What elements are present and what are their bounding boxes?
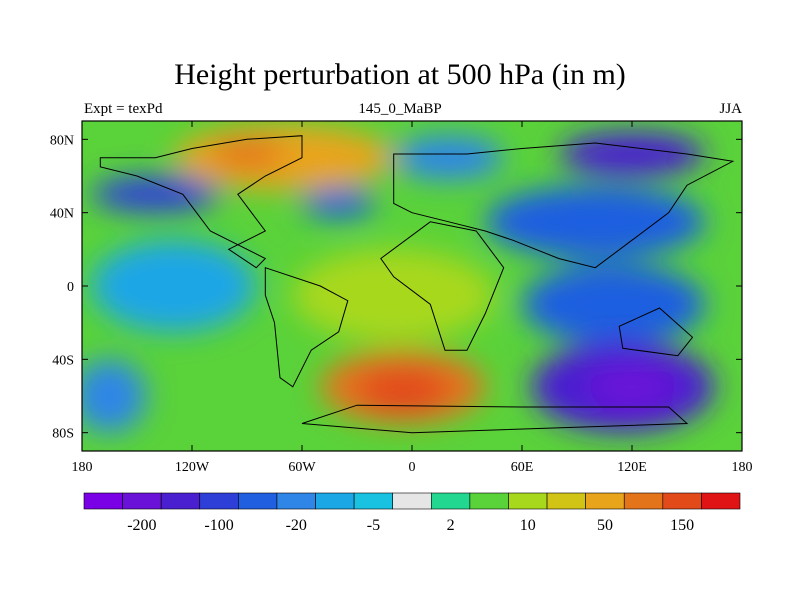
- field-region: [173, 124, 394, 191]
- colorbar-swatch: [585, 492, 625, 510]
- colorbar-swatch: [276, 492, 316, 510]
- x-tick-label: 120W: [175, 460, 210, 475]
- coastline-outlines: [99, 135, 735, 434]
- y-tick-label: 40N: [50, 207, 74, 222]
- colorbar-swatch: [508, 492, 548, 510]
- colorbar-swatch: [392, 492, 432, 510]
- field-region: [82, 359, 147, 433]
- field-region: [485, 185, 706, 259]
- y-tick-label: 40S: [52, 353, 74, 368]
- colorbar-swatch: [623, 492, 664, 510]
- colorbar-label: 2: [447, 517, 455, 534]
- time-label: 145_0_MaBP: [358, 101, 442, 117]
- colorbar-swatch: [353, 492, 394, 510]
- colorbar-swatch: [469, 492, 509, 510]
- continent-outline: [393, 142, 735, 269]
- x-tick-label: 60E: [511, 460, 534, 475]
- x-tick-label: 180: [72, 460, 93, 475]
- continent-outline: [301, 404, 689, 434]
- season-label: JJA: [719, 101, 742, 117]
- field-region: [522, 264, 706, 345]
- field-region: [586, 364, 678, 409]
- colorbar-swatch: [662, 492, 702, 510]
- continent-outline: [380, 221, 505, 351]
- chart-title: Height perturbation at 500 hPa (in m): [174, 58, 626, 91]
- field-region: [91, 176, 220, 213]
- colorbar-swatch: [122, 492, 162, 510]
- x-tick-label: 180: [732, 460, 753, 475]
- colorbar-swatch: [315, 492, 355, 510]
- continent-outline: [618, 307, 694, 357]
- continent-outline: [264, 267, 349, 388]
- x-axis: 180 120W 60W 0 60E 120E 180: [72, 121, 753, 475]
- colorbar-label: 150: [670, 517, 694, 534]
- colorbar-swatch: [701, 492, 741, 510]
- field-region: [292, 249, 495, 341]
- colorbar-label: -100: [204, 517, 233, 534]
- colorbar-swatch: [160, 492, 201, 510]
- y-tick-label: 0: [67, 280, 74, 295]
- field-region: [302, 188, 376, 219]
- colorbar-swatch: [83, 492, 123, 510]
- y-tick-label: 80S: [52, 427, 74, 442]
- colorbar-label: 50: [597, 517, 613, 534]
- colorbar-label: 10: [520, 517, 536, 534]
- colorbar-swatch: [430, 492, 471, 510]
- plot-area: [82, 121, 742, 451]
- field-region: [210, 139, 284, 169]
- colorbar-swatch: [199, 492, 239, 510]
- field-region: [91, 240, 257, 332]
- field-region: [357, 368, 449, 413]
- colorbar-swatch: [546, 492, 586, 510]
- x-tick-label: 60W: [288, 460, 316, 475]
- colorbar-swatch: [238, 492, 278, 510]
- x-tick-label: 120E: [617, 460, 647, 475]
- colorbar-label: -5: [367, 517, 380, 534]
- field-region: [393, 135, 504, 180]
- x-tick-label: 0: [409, 460, 416, 475]
- y-tick-label: 80N: [50, 133, 74, 148]
- continent-outline: [99, 135, 303, 269]
- colorbar: -200 -100 -20 -5 2 10 50 150: [83, 492, 741, 534]
- colorbar-label: -200: [127, 517, 156, 534]
- experiment-label: Expt = texPd: [84, 101, 163, 117]
- colorbar-label: -20: [286, 517, 307, 534]
- y-axis: 80S 40S 0 40N 80N: [50, 133, 742, 442]
